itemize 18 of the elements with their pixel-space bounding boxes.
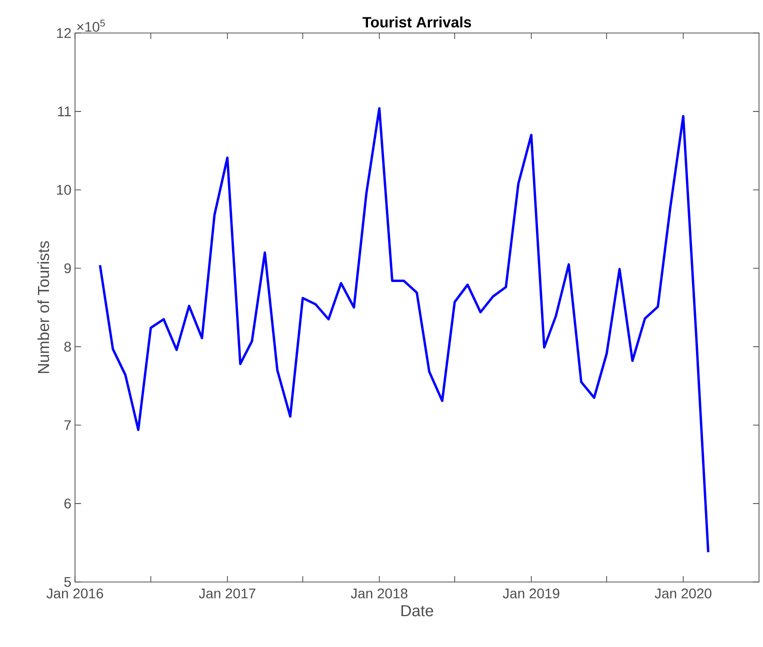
y-tick-label: 11 — [58, 106, 71, 116]
x-axis-title: Date — [401, 605, 434, 616]
y-tick-label: 7 — [64, 420, 71, 430]
x-tick-label: Jan 2019 — [502, 588, 560, 598]
y-tick-label: 9 — [64, 263, 71, 274]
x-tick-label: Jan 2016 — [46, 588, 104, 598]
line-series — [98, 107, 710, 554]
chart-title: Tourist Arrivals — [362, 16, 472, 28]
y-tick-label: 8 — [64, 342, 71, 352]
y-tick-label: 12 — [57, 28, 71, 38]
x-tick-label: Jan 2020 — [654, 588, 712, 598]
x-tick-label: Jan 2017 — [198, 588, 256, 598]
y-axis-title: Number of Tourists — [37, 241, 50, 374]
text: ×10$^{5}$ — [77, 20, 105, 32]
y-tick-label: 10 — [57, 184, 71, 195]
y-tick-label: 5 — [64, 577, 71, 587]
x-tick-label: Jan 2018 — [350, 588, 408, 598]
y-tick-label: 6 — [64, 498, 71, 508]
